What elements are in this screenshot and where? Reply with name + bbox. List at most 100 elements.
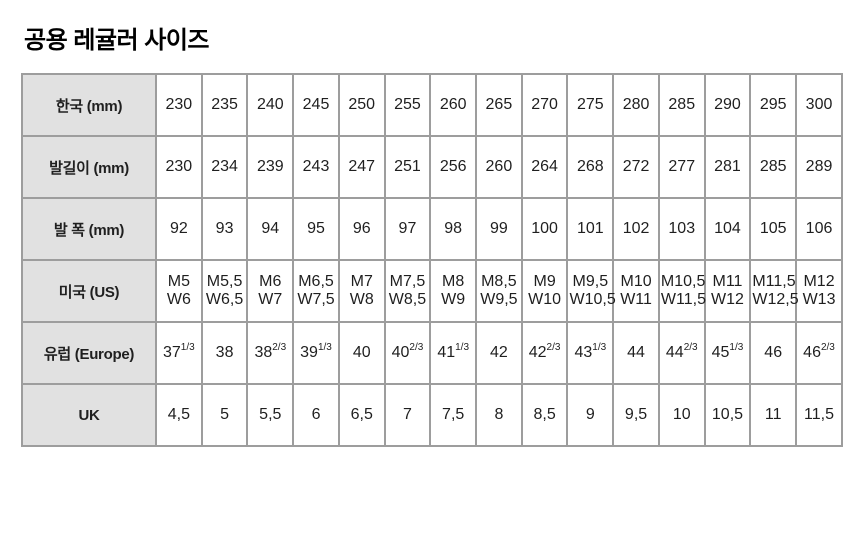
size-cell: M8 W9 [429, 259, 478, 324]
size-cell: 285 [749, 135, 798, 200]
size-cell: M11,5 W12,5 [749, 259, 799, 324]
size-cell-line: 230 [165, 157, 193, 175]
size-cell-line: 245 [302, 95, 330, 113]
table-row: 발 폭 (mm) 92 93 94 95 96 97 98 99 100 101 102 103 104 1… [21, 197, 843, 262]
size-cell-line: 11 [764, 405, 782, 423]
size-cell-line: 295 [759, 95, 787, 113]
size-cell-line: M6,5 [298, 272, 334, 290]
size-cell-line: 264 [531, 157, 558, 175]
size-cell-line: W6 [166, 291, 191, 309]
size-cell: M7 W8 [337, 259, 386, 324]
size-cell-line: 235 [211, 95, 238, 113]
size-cell-line: 44 [627, 343, 645, 361]
size-cell-line: 105 [759, 219, 787, 237]
size-cell: 11,5 [795, 383, 843, 448]
size-cell-line: 240 [256, 95, 284, 113]
size-cell-line: 431/3 [574, 341, 607, 361]
fraction-superscript: 2/3 [546, 341, 561, 353]
size-cell-line: 250 [348, 95, 376, 113]
size-cell: 40 [337, 321, 386, 386]
size-cell: 411/3 [429, 321, 478, 386]
size-cell-line: 11,5 [804, 405, 834, 423]
size-cell: 272 [612, 135, 660, 200]
size-cell: 95 [292, 197, 340, 262]
size-cell: 251 [383, 135, 432, 200]
row-header: 미국 (US) [21, 259, 157, 324]
size-cell-line: 289 [805, 157, 833, 175]
size-cell-line: 275 [576, 95, 604, 113]
size-cell-line: 280 [622, 95, 650, 113]
size-cell-line: 7 [403, 405, 412, 423]
size-cell-line: 442/3 [665, 341, 698, 361]
size-cell-line: 260 [485, 157, 513, 175]
size-cell: 382/3 [246, 321, 295, 386]
size-cell-line: 8 [494, 405, 504, 423]
size-cell: 260 [475, 135, 523, 200]
size-cell: 422/3 [520, 321, 569, 386]
size-cell-line: 402/3 [391, 341, 424, 361]
size-cell-line: M10 [620, 272, 652, 290]
size-cell-line: 38 [215, 343, 234, 361]
size-cell-line: 6 [311, 405, 321, 423]
size-cell: M6,5 W7,5 [292, 259, 340, 324]
size-cell-line: 451/3 [711, 341, 744, 361]
size-cell: 285 [657, 73, 706, 138]
size-cell: 451/3 [703, 321, 752, 386]
size-cell: 10,5 [703, 383, 752, 448]
size-cell: 105 [749, 197, 798, 262]
size-cell: 106 [795, 197, 843, 262]
size-cell-line: 422/3 [528, 341, 561, 361]
size-cell-line: 391/3 [300, 341, 332, 361]
page-title: 공용 레귤러 사이즈 [24, 27, 209, 54]
size-cell: 11 [749, 383, 798, 448]
fraction-superscript: 2/3 [409, 341, 424, 353]
size-cell: 8,5 [520, 383, 569, 448]
size-cell-line: 104 [714, 219, 741, 237]
row-header: 한국 (mm) [21, 73, 157, 138]
size-cell-line: M9 [533, 272, 556, 290]
size-cell-line: W12,5 [752, 291, 799, 309]
size-cell-line: 100 [531, 219, 558, 237]
size-cell: 104 [703, 197, 752, 262]
size-cell-line: 277 [668, 157, 696, 175]
size-cell-line: 6,5 [350, 405, 373, 423]
size-cell-line: M8,5 [481, 272, 517, 290]
size-cell-line: 230 [165, 95, 193, 113]
row-header: UK [21, 383, 157, 448]
size-cell-line: M7 [350, 272, 373, 290]
size-cell-line: 371/3 [163, 341, 195, 361]
size-cell: M9 W10 [520, 259, 569, 324]
size-cell: 6 [292, 383, 340, 448]
size-table-body: 한국 (mm) 230 235 240 245 250 255 260 265 270 275 280… [21, 73, 843, 448]
size-cell-line: 281 [714, 157, 741, 175]
size-cell: 255 [383, 73, 432, 138]
size-cell-line: 265 [485, 95, 513, 113]
size-cell-line: 102 [622, 219, 650, 237]
size-cell-line: W11,5 [660, 291, 706, 309]
size-cell: M12 W13 [795, 259, 843, 324]
size-cell: 245 [292, 73, 340, 138]
size-cell-line: 46 [764, 343, 783, 361]
size-cell: 44 [612, 321, 660, 386]
size-cell-line: 5 [220, 405, 230, 423]
size-cell: 268 [566, 135, 615, 200]
size-cell: 100 [520, 197, 569, 262]
size-cell: 7,5 [429, 383, 478, 448]
size-cell-line: 42 [489, 343, 508, 361]
size-cell-line: 106 [805, 219, 833, 237]
size-cell: 250 [337, 73, 386, 138]
size-cell-line: 7,5 [442, 405, 465, 423]
size-cell-line: 98 [444, 219, 463, 237]
size-cell-line: 103 [668, 219, 696, 237]
size-cell: M8,5 W9,5 [475, 259, 523, 324]
size-cell: 4,5 [155, 383, 203, 448]
size-cell-line: W10,5 [569, 291, 616, 309]
size-cell-line: 251 [394, 157, 421, 175]
row-header: 유럽 (Europe) [21, 321, 157, 386]
size-cell-line: 5,5 [259, 405, 282, 423]
size-cell-line: 101 [576, 219, 604, 237]
size-cell: M10 W11 [612, 259, 660, 324]
size-cell: 240 [246, 73, 295, 138]
size-cell-line: 272 [622, 157, 650, 175]
size-cell: 247 [337, 135, 386, 200]
